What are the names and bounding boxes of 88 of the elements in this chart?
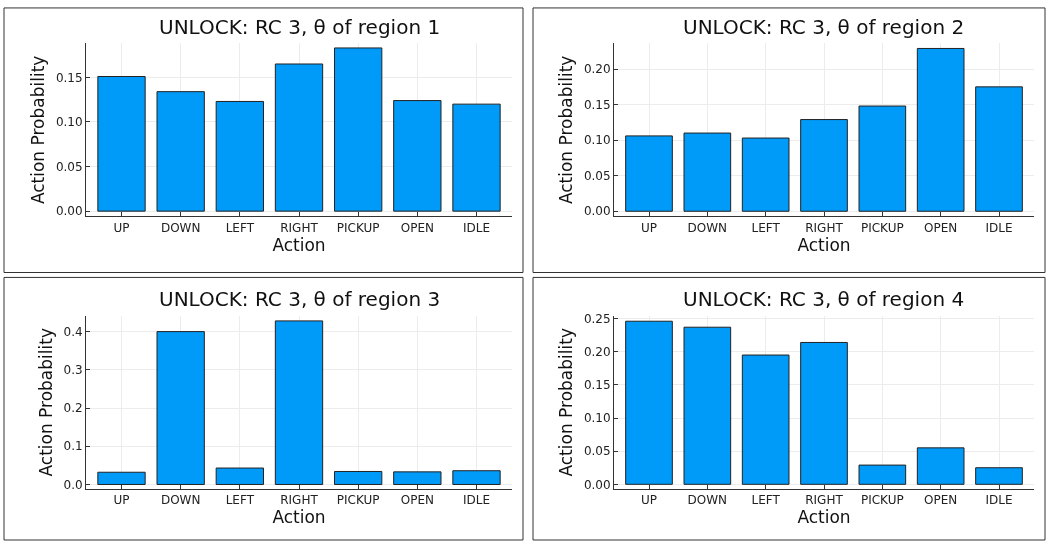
- bar: [625, 135, 673, 212]
- x-tick-label: IDLE: [462, 220, 491, 235]
- x-axis-title: Action: [797, 507, 851, 528]
- y-tick-label: 0.20: [583, 62, 611, 77]
- x-tick-label: RIGHT: [805, 220, 844, 235]
- bar: [916, 447, 965, 485]
- x-tick-label: UP: [113, 493, 130, 508]
- y-tick-label: 0.00: [583, 477, 611, 492]
- bar: [683, 132, 732, 212]
- x-tick-label: LEFT: [751, 493, 781, 508]
- y-tick-label: 0.3: [63, 363, 83, 378]
- x-tick-label: DOWN: [687, 220, 728, 235]
- y-tick-label: 0.05: [583, 444, 611, 459]
- y-tick-label: 0.25: [583, 311, 611, 326]
- bar: [683, 326, 732, 485]
- x-tick-label: OPEN: [924, 493, 958, 508]
- bar: [274, 320, 324, 485]
- y-tick-label: 0.10: [55, 115, 83, 130]
- chart-title: UNLOCK: RC 3, θ of region 3: [159, 287, 441, 311]
- bar: [215, 100, 264, 212]
- x-tick-label: LEFT: [225, 493, 255, 508]
- x-tick-label: IDLE: [985, 493, 1013, 508]
- y-tick-label: 0.2: [63, 401, 83, 416]
- x-tick-label: OPEN: [924, 220, 958, 235]
- x-axis-title: Action: [272, 234, 326, 255]
- y-tick-label: 0.05: [583, 168, 611, 183]
- y-tick-label: 0.10: [583, 133, 611, 148]
- x-tick-label: UP: [640, 220, 658, 235]
- bar: [334, 470, 383, 485]
- bar: [393, 471, 442, 485]
- bar: [452, 470, 501, 485]
- x-tick-label: DOWN: [687, 493, 728, 508]
- bar: [97, 75, 146, 212]
- bar: [393, 100, 442, 212]
- y-tick-label: 0.10: [583, 411, 611, 426]
- chart-title: UNLOCK: RC 3, θ of region 2: [683, 15, 965, 39]
- bar: [975, 467, 1023, 485]
- x-tick-label: IDLE: [985, 220, 1013, 235]
- bar: [916, 47, 965, 212]
- x-tick-label: RIGHT: [280, 220, 319, 235]
- y-tick-label: 0.20: [583, 344, 611, 359]
- bar: [274, 63, 324, 212]
- bar: [334, 47, 383, 212]
- bar: [97, 471, 146, 485]
- x-tick-label: DOWN: [160, 220, 201, 235]
- x-axis-title: Action: [797, 234, 851, 255]
- bar: [452, 103, 501, 212]
- y-axis-title: Action Probability: [36, 328, 57, 477]
- x-tick-label: RIGHT: [280, 493, 319, 508]
- bar: [975, 86, 1023, 212]
- x-tick-label: OPEN: [400, 493, 434, 508]
- y-tick-label: 0.00: [55, 204, 83, 219]
- y-axis-title: Action Probability: [556, 328, 577, 477]
- y-tick-label: 0.00: [583, 204, 611, 219]
- y-tick-label: 0.15: [583, 378, 611, 393]
- y-tick-label: 0.1: [63, 439, 83, 454]
- x-tick-label: UP: [640, 493, 658, 508]
- y-tick-label: 0.15: [583, 97, 611, 112]
- bar: [858, 105, 907, 212]
- x-tick-label: RIGHT: [805, 493, 844, 508]
- bar: [741, 137, 790, 212]
- x-tick-label: PICKUP: [860, 493, 904, 508]
- bar: [215, 467, 264, 485]
- x-tick-label: PICKUP: [336, 493, 380, 508]
- y-tick-label: 0.4: [63, 324, 83, 339]
- chart-title: UNLOCK: RC 3, θ of region 1: [159, 15, 441, 39]
- y-axis-title: Action Probability: [28, 55, 49, 205]
- bar: [858, 464, 907, 485]
- x-tick-label: OPEN: [400, 220, 434, 235]
- y-tick-label: 0.0: [63, 477, 83, 492]
- bar: [800, 341, 848, 485]
- y-tick-label: 0.05: [55, 159, 83, 174]
- chart-title: UNLOCK: RC 3, θ of region 4: [683, 287, 965, 311]
- bar: [156, 91, 205, 212]
- x-axis-title: Action: [272, 507, 326, 528]
- x-tick-label: PICKUP: [860, 220, 904, 235]
- y-axis-title: Action Probability: [556, 55, 577, 205]
- x-tick-label: DOWN: [160, 493, 201, 508]
- bar: [156, 331, 205, 485]
- x-tick-label: IDLE: [462, 493, 491, 508]
- bar: [741, 354, 790, 485]
- x-tick-label: LEFT: [751, 220, 781, 235]
- x-tick-label: PICKUP: [336, 220, 380, 235]
- bar: [800, 119, 848, 212]
- y-tick-label: 0.15: [55, 70, 83, 85]
- x-tick-label: LEFT: [225, 220, 255, 235]
- x-tick-label: UP: [113, 220, 130, 235]
- bar: [625, 320, 673, 485]
